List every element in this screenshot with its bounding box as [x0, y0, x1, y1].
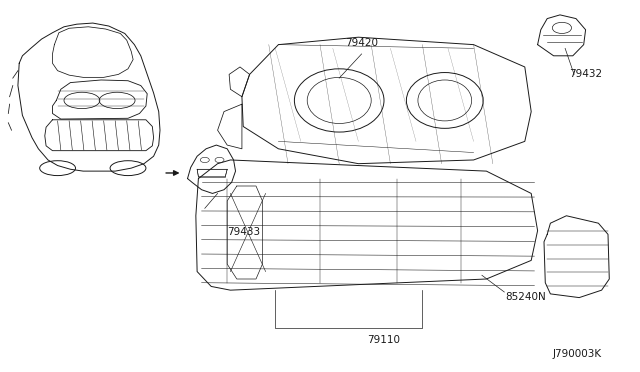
Text: 79433: 79433 — [227, 227, 260, 237]
Text: 85240N: 85240N — [506, 292, 547, 302]
Text: 79110: 79110 — [367, 335, 401, 345]
Text: 79420: 79420 — [345, 38, 378, 48]
Text: J790003K: J790003K — [552, 349, 602, 359]
Text: 79432: 79432 — [570, 70, 603, 79]
